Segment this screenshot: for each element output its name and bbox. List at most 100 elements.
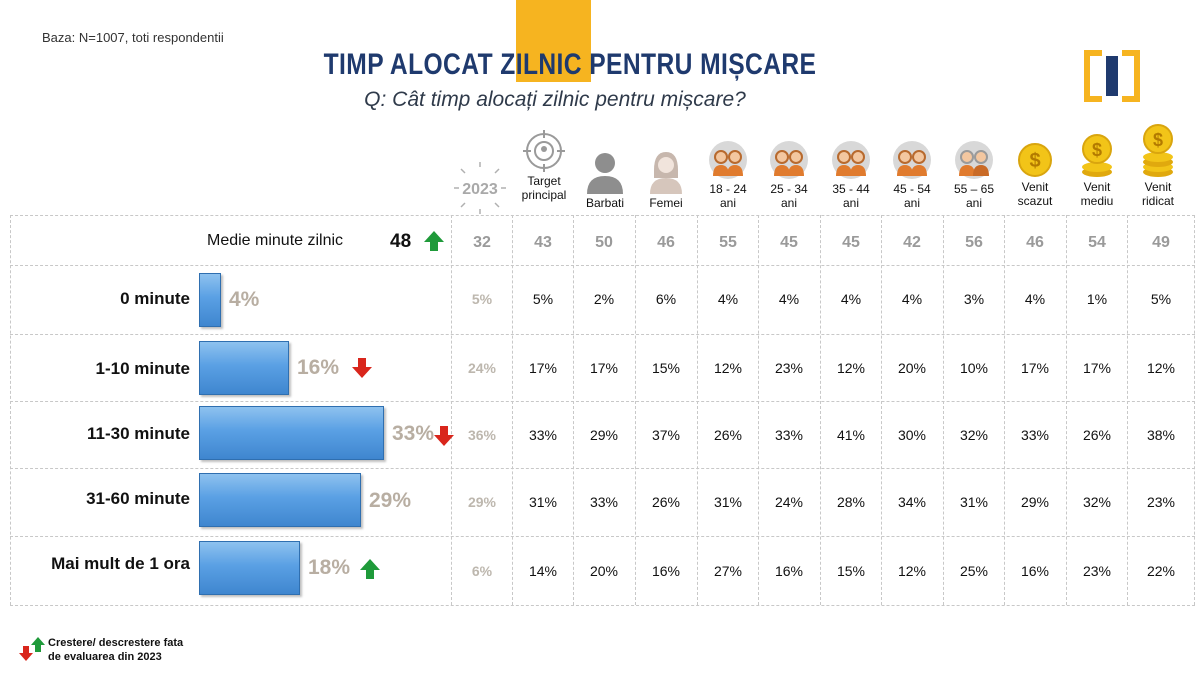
col-label-2: mediu [1080, 194, 1114, 208]
col-head-55-65: 55 – 65 ani [943, 140, 1005, 210]
arrow-down-icon [434, 426, 454, 446]
bar-0-minute [199, 273, 221, 327]
coin-stack-large-icon: $ [1143, 124, 1173, 177]
col-head-venit-ridicat: $ Venit ridicat [1127, 124, 1189, 208]
bar-mai-mult-de-1-ora [199, 541, 300, 595]
bar-31-60-minute [199, 473, 361, 527]
table-cell: 4% [1024, 291, 1046, 307]
year-badge-icon: 2023 [454, 162, 506, 214]
table-cell: 12% [897, 563, 927, 579]
table-cell: 22% [1146, 563, 1176, 579]
col-label-1: Venit [1083, 180, 1111, 194]
grid-line [1194, 215, 1195, 605]
bar-value-label: 29% [369, 489, 412, 512]
col-head-35-44: 35 - 44 ani [820, 140, 882, 210]
table-cell: 23% [1146, 494, 1176, 510]
table-cell: 25% [959, 563, 989, 579]
row-label: Mai mult de 1 ora [51, 554, 190, 573]
grid-line [10, 334, 1195, 335]
table-cell: 12% [713, 360, 743, 376]
table-cell: 30% [897, 427, 927, 443]
mean-cell: 55 [719, 234, 737, 251]
table-cell: 4% [778, 291, 800, 307]
man-icon [587, 153, 623, 194]
col-head-venit-mediu: $ Venit mediu [1066, 134, 1128, 208]
woman-icon [650, 152, 682, 194]
row-label: 31-60 minute [86, 489, 190, 508]
mean-cell: 54 [1088, 234, 1106, 251]
grid-line [758, 215, 759, 605]
mean-cell: 32 [473, 234, 491, 251]
table-cell: 23% [1082, 563, 1112, 579]
couple-icon [770, 141, 808, 179]
col-head-femei: Femei [635, 150, 697, 210]
col-label-2: ani [842, 196, 859, 210]
table-cell: 20% [897, 360, 927, 376]
table-cell: 24% [774, 494, 804, 510]
bar-value-label: 4% [229, 288, 260, 311]
arrow-up-icon [360, 559, 380, 579]
col-label-1: Venit [1021, 180, 1049, 194]
table-cell: 33% [1020, 427, 1050, 443]
table-cell: 14% [528, 563, 558, 579]
table-cell: 6% [655, 291, 677, 307]
table-cell: 26% [651, 494, 681, 510]
col-head-target: Target principal [513, 130, 575, 202]
table-cell: 3% [963, 291, 985, 307]
table-cell: 17% [1082, 360, 1112, 376]
table-cell: 29% [589, 427, 619, 443]
mean-cell: 50 [595, 234, 613, 251]
table-cell: 31% [528, 494, 558, 510]
table-cell: 17% [1020, 360, 1050, 376]
table-cell: 1% [1086, 291, 1108, 307]
mean-cell: 43 [534, 234, 552, 251]
mean-total-value: 48 [390, 231, 412, 252]
table-cell: 34% [897, 494, 927, 510]
table-cell: 4% [901, 291, 923, 307]
grid-line [10, 215, 1195, 216]
mean-cell: 56 [965, 234, 983, 251]
table-cell: 16% [651, 563, 681, 579]
bar-value-label: 18% [308, 556, 351, 579]
grid-line [697, 215, 698, 605]
grid-line [573, 215, 574, 605]
table-cell: 2% [593, 291, 615, 307]
table-cell: 15% [651, 360, 681, 376]
couple-icon [832, 141, 870, 179]
mean-cell: 46 [657, 234, 675, 251]
table-cell: 5% [471, 291, 493, 307]
brand-logo-icon [1084, 50, 1140, 102]
mean-label: Medie minute zilnic [207, 232, 344, 249]
bar-value-label: 33% [392, 422, 435, 445]
arrow-down-icon [352, 358, 372, 378]
col-label-2: ani [965, 196, 982, 210]
svg-text:$: $ [1153, 130, 1163, 150]
legend-line-2: de evaluarea din 2023 [48, 651, 162, 663]
coin-stack-medium-icon: $ [1082, 134, 1112, 177]
legend-arrows-icon [19, 637, 45, 661]
title-accent-block [516, 0, 591, 82]
table-cell: 12% [836, 360, 866, 376]
grid-line [512, 215, 513, 605]
grid-line [10, 605, 1195, 606]
table-cell: 15% [836, 563, 866, 579]
grid-line [881, 215, 882, 605]
table-cell: 33% [774, 427, 804, 443]
table-cell: 31% [713, 494, 743, 510]
table-cell: 27% [713, 563, 743, 579]
col-label-2: ani [719, 196, 736, 210]
col-label-1: 45 - 54 [893, 182, 931, 196]
table-cell: 6% [471, 563, 493, 579]
mean-cell: 46 [1026, 234, 1044, 251]
col-label-1: 35 - 44 [832, 182, 870, 196]
mean-cell: 42 [903, 234, 921, 251]
grid-line [10, 536, 1195, 537]
coin-small-icon: $ [1018, 143, 1052, 177]
grid-line [10, 468, 1195, 469]
table-cell: 29% [1020, 494, 1050, 510]
table-cell: 41% [836, 427, 866, 443]
col-label-2: principal [521, 188, 567, 202]
grid-line [10, 215, 11, 605]
col-label-2: ani [780, 196, 797, 210]
col-label-2: scazut [1017, 194, 1053, 208]
